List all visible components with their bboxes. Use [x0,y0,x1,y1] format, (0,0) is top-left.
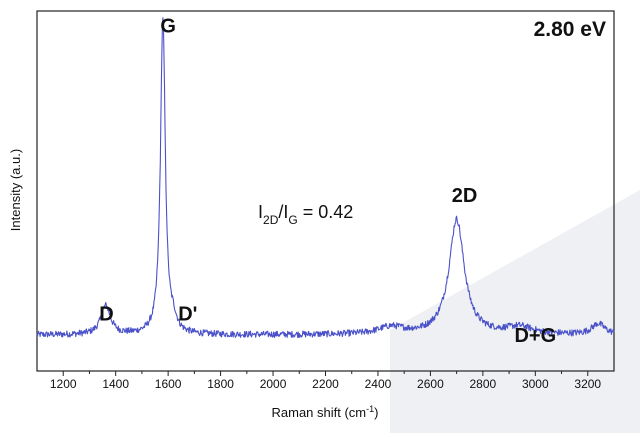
peak-label: D [99,304,113,326]
x-axis-ticks [62,371,589,376]
background-shape [390,190,640,433]
x-axis-tick-labels: 1200 1400 1600 1800 2000 2200 2400 2600 2800 3000… [50,377,602,391]
x-axis-title-suffix: ) [374,405,378,420]
x-tick-label: 2200 [312,377,339,391]
ratio-subscript-g: G [288,213,297,227]
x-tick-label: 1200 [50,377,77,391]
x-tick-label: 2000 [260,377,287,391]
peak-annotations: G D D' 2D D+G [99,16,556,348]
corner-label: 2.80 eV [534,18,606,41]
x-tick-label: 2400 [365,377,392,391]
x-tick-label: 1800 [207,377,234,391]
x-tick-label: 3200 [574,377,601,391]
peak-label: 2D [452,185,478,207]
x-tick-label: 1600 [155,377,182,391]
ratio-value: = 0.42 [298,202,354,222]
x-axis-title-superscript: -1 [366,404,374,414]
peak-label: G [160,16,176,38]
x-tick-label: 2600 [417,377,444,391]
y-axis-title: Intensity (a.u.) [8,149,23,231]
x-tick-label: 3000 [522,377,549,391]
x-axis-title: Raman shift (cm-1) [272,404,379,420]
ratio-prefix: I [258,202,263,222]
peak-label: D' [178,304,197,326]
x-tick-label: 2800 [470,377,497,391]
ratio-slash: /I [278,202,288,222]
x-axis-title-text: Raman shift (cm [272,405,367,420]
spectrum-series-line [36,17,615,339]
ratio-subscript-2d: 2D [263,213,279,227]
intensity-ratio-annotation: I2D/IG = 0.42 [258,202,353,227]
x-tick-label: 1400 [102,377,129,391]
peak-label: D+G [514,325,556,347]
